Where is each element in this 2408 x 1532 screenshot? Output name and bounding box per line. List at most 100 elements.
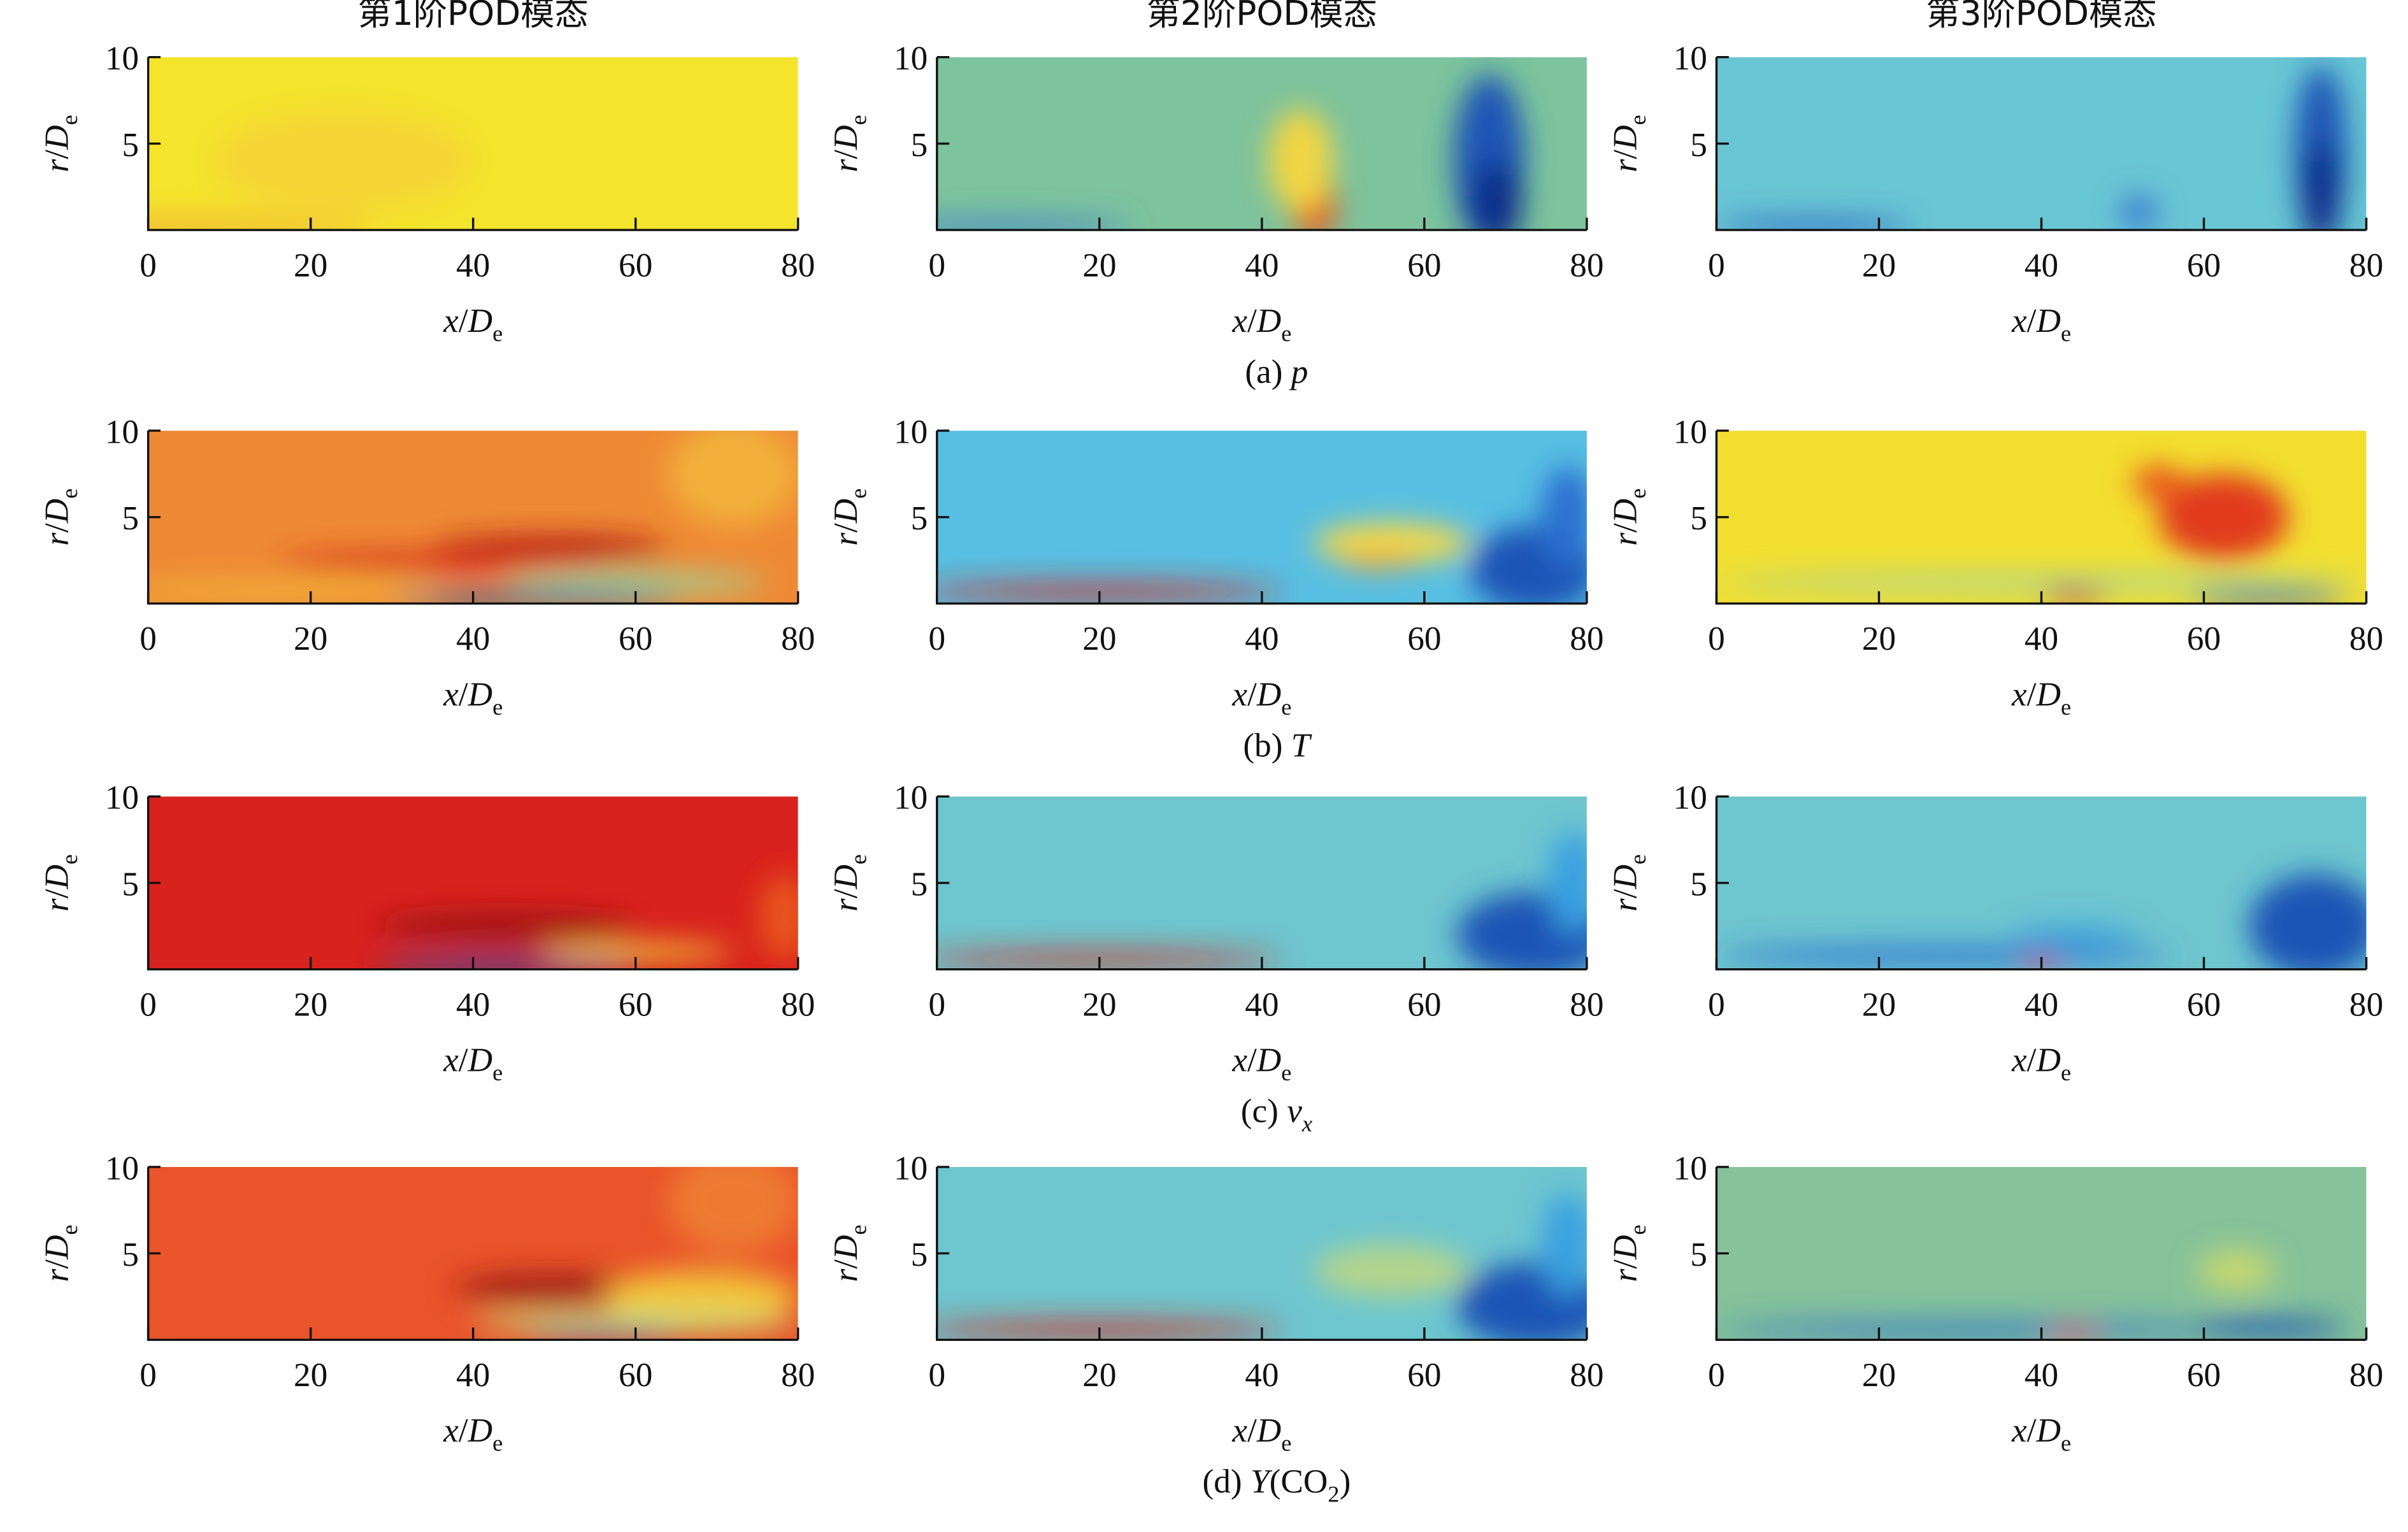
field-base	[148, 796, 798, 970]
row-caption-part: (a)	[1245, 353, 1291, 390]
field-blob	[525, 1329, 682, 1340]
x-tick-label: 20	[1862, 247, 1896, 284]
field-blob	[2041, 589, 2107, 604]
y-axis-label-part: r	[827, 159, 864, 172]
x-tick-label: 40	[1245, 1356, 1279, 1394]
field-blob	[1716, 1322, 2237, 1336]
x-axis-label-part: e	[492, 694, 503, 720]
x-axis-label: x/De	[2011, 1412, 2071, 1456]
x-axis-label-part: D	[468, 1042, 492, 1079]
row-caption-part: (c)	[1241, 1092, 1287, 1130]
y-tick-label: 10	[1673, 779, 1707, 817]
row-caption: (d) Y(CO2)	[1202, 1463, 1351, 1507]
x-tick-label: 80	[781, 985, 815, 1023]
y-tick-label: 10	[894, 413, 928, 450]
y-axis-label-part: e	[845, 854, 871, 864]
y-axis-label-part: D	[827, 125, 864, 150]
y-axis-label: r/De	[827, 115, 871, 172]
x-tick-label: 60	[2187, 985, 2221, 1023]
y-axis-label: r/De	[1606, 115, 1651, 172]
x-axis-label-part: D	[1256, 302, 1281, 340]
x-tick-label: 40	[1245, 985, 1279, 1023]
x-axis-label-part: x	[1231, 1042, 1247, 1079]
y-axis-label-part: e	[57, 489, 82, 499]
row-caption-part: v	[1287, 1092, 1302, 1130]
field-blob	[936, 583, 1282, 599]
x-tick-label: 80	[781, 247, 815, 284]
field-blob	[1314, 522, 1470, 564]
field-blob	[148, 219, 376, 231]
x-tick-label: 60	[619, 247, 652, 284]
x-tick-label: 40	[2025, 1356, 2058, 1394]
x-tick-label: 80	[1570, 985, 1603, 1023]
contour-field	[936, 57, 1587, 231]
y-tick-label: 10	[1673, 39, 1707, 77]
field-blob	[505, 572, 766, 594]
x-tick-label: 0	[140, 620, 157, 657]
y-axis-label-part: r	[827, 898, 864, 912]
row-caption: (b) T	[1243, 726, 1312, 764]
y-axis-label-part: r	[38, 898, 76, 912]
y-tick-label: 10	[105, 39, 139, 77]
x-tick-label: 40	[2025, 985, 2058, 1023]
y-tick-label: 5	[122, 499, 139, 537]
field-blob	[1456, 1262, 1587, 1340]
x-tick-label: 0	[1708, 247, 1725, 284]
x-axis-label: x/De	[1231, 1042, 1291, 1086]
y-tick-label: 10	[105, 1149, 139, 1187]
contour-field	[148, 57, 798, 231]
x-tick-label: 80	[2349, 1356, 2383, 1394]
y-axis-label-part: /	[827, 150, 864, 159]
y-axis-label-part: e	[57, 854, 82, 864]
x-axis-label-part: /	[1247, 1042, 1257, 1079]
x-tick-label: 0	[140, 247, 157, 284]
x-axis-label-part: D	[2035, 302, 2061, 340]
y-axis-label-part: r	[38, 1269, 76, 1282]
y-axis-label: r/De	[38, 1224, 83, 1282]
y-axis-label-part: D	[38, 1235, 76, 1261]
x-tick-label: 20	[1082, 620, 1116, 657]
contour-field	[148, 1166, 798, 1340]
y-tick-label: 5	[1690, 499, 1707, 537]
y-axis-label-part: e	[1625, 489, 1651, 499]
field-blob	[1456, 891, 1587, 970]
x-tick-label: 40	[456, 1356, 490, 1394]
y-axis-label-part: /	[38, 523, 76, 533]
x-axis-label-part: x	[2011, 1042, 2027, 1079]
field-blob	[2158, 473, 2289, 561]
y-tick-label: 5	[911, 499, 928, 537]
field-blob	[603, 1270, 798, 1323]
field-blobs	[1716, 465, 2367, 604]
y-tick-label: 10	[105, 779, 139, 817]
column-title: 第2阶POD模态	[1147, 0, 1377, 33]
x-axis-label-part: D	[1256, 1412, 1281, 1449]
y-axis-label-part: /	[827, 1259, 864, 1269]
x-tick-label: 20	[294, 620, 327, 657]
y-tick-label: 10	[1673, 1149, 1707, 1187]
y-axis-label: r/De	[827, 1224, 871, 1282]
x-axis-label-part: /	[2027, 1412, 2037, 1449]
x-axis-label: x/De	[443, 1042, 503, 1086]
x-tick-label: 40	[2025, 247, 2058, 284]
x-tick-label: 60	[619, 1356, 652, 1394]
field-blob	[2047, 1329, 2100, 1340]
x-axis-label-part: e	[492, 321, 503, 347]
x-axis-label-part: x	[2011, 302, 2027, 340]
row-caption-part: x	[1301, 1111, 1312, 1136]
y-axis-label-part: e	[57, 115, 82, 125]
field-blobs	[936, 74, 1525, 231]
y-axis-label-part: D	[38, 499, 76, 524]
field-blob	[375, 912, 636, 940]
y-axis-label-part: /	[1606, 150, 1644, 159]
y-axis-label-part: e	[1625, 854, 1651, 864]
x-axis-label-part: /	[2027, 1042, 2037, 1079]
field-blob	[375, 959, 636, 970]
y-axis-label-part: D	[1606, 125, 1644, 150]
y-tick-label: 10	[894, 779, 928, 817]
field-blob	[936, 219, 1132, 231]
x-tick-label: 20	[294, 247, 327, 284]
x-tick-label: 20	[294, 1356, 327, 1394]
x-tick-label: 0	[1708, 620, 1725, 657]
x-axis-label-part: /	[2027, 302, 2037, 340]
y-axis-label-part: /	[38, 1259, 76, 1269]
